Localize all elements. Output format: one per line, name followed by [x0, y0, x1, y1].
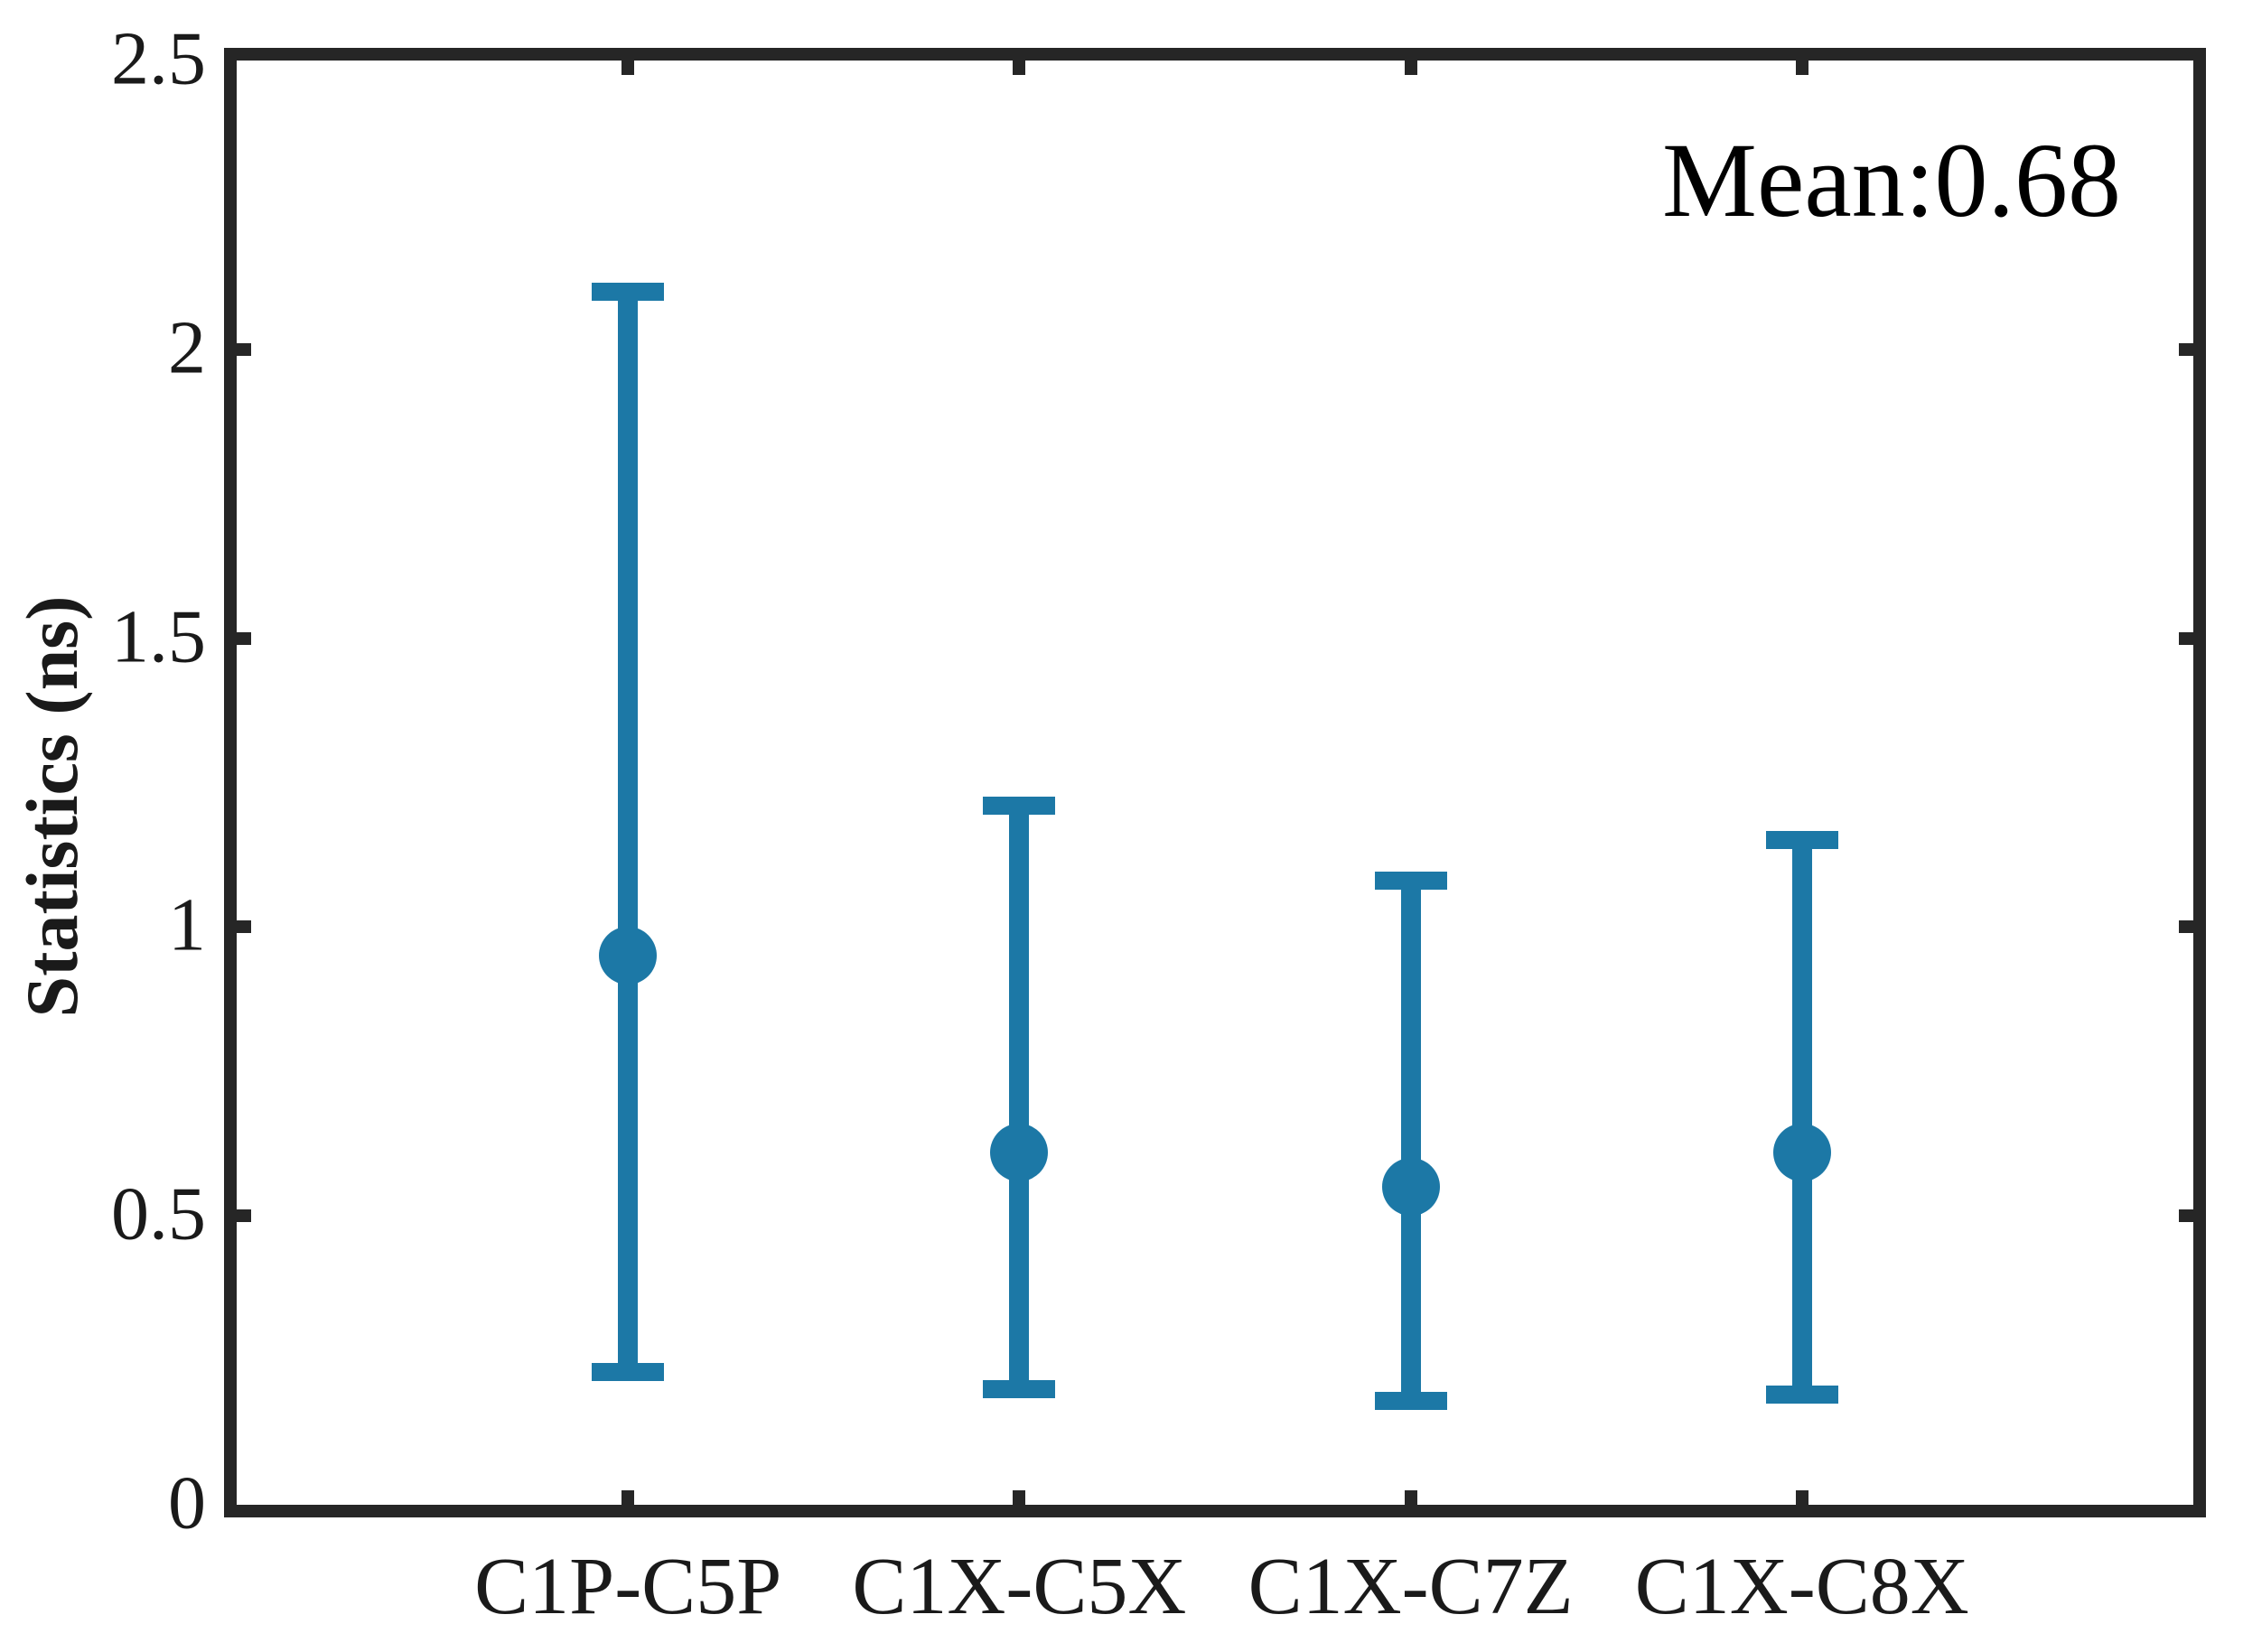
mean-annotation: Mean:0.68 [1662, 121, 2121, 239]
errorbar-cap-bottom [983, 1380, 1056, 1399]
x-tick-label: C1X-C5X [852, 1542, 1187, 1631]
errorbar-dot [1772, 1123, 1831, 1181]
y-tick-mirror [2179, 631, 2193, 645]
y-tick [237, 920, 251, 934]
errorbar-stem [618, 291, 639, 1372]
errorbar-stem [1009, 806, 1030, 1390]
x-tick-mirror [1795, 61, 1808, 75]
y-tick [237, 631, 251, 645]
y-tick [237, 342, 251, 356]
y-tick-label: 0 [168, 1461, 206, 1545]
errorbar-stem [1400, 881, 1421, 1401]
y-tick-mirror [2179, 342, 2193, 356]
errorbar-dot [1381, 1158, 1440, 1217]
y-tick-label: 1.5 [111, 593, 206, 678]
y-tick-label: 1 [168, 882, 206, 967]
x-tick-mirror [1404, 61, 1417, 75]
x-tick [1795, 1490, 1808, 1505]
y-tick-mirror [2179, 920, 2193, 934]
y-axis-label: Statistics (ns) [11, 595, 93, 1018]
x-tick-label: C1X-C8X [1634, 1542, 1969, 1631]
errorbar-cap-bottom [1765, 1386, 1838, 1405]
x-tick [1404, 1490, 1417, 1505]
y-tick-label: 2.5 [111, 16, 206, 101]
errorbar-cap-top [1374, 872, 1447, 891]
errorbar-stem [1791, 840, 1812, 1395]
errorbar-cap-top [983, 797, 1056, 816]
plot-area [224, 48, 2206, 1517]
errorbar-cap-bottom [1374, 1391, 1447, 1410]
x-tick-label: C1X-C7Z [1248, 1542, 1574, 1631]
errorbar-dot [599, 927, 658, 985]
x-tick-mirror [621, 61, 635, 75]
x-tick [1013, 1490, 1026, 1505]
y-tick [237, 1209, 251, 1223]
x-tick [621, 1490, 635, 1505]
errorbar-dot [990, 1123, 1049, 1181]
x-tick-mirror [1013, 61, 1026, 75]
errorbar-cap-top [1765, 831, 1838, 850]
y-tick-label: 2 [168, 305, 206, 390]
y-tick-mirror [2179, 1209, 2193, 1223]
x-tick-label: C1P-C5P [474, 1542, 782, 1631]
errorbar-cap-bottom [592, 1362, 665, 1381]
errorbar-cap-top [592, 282, 665, 301]
y-tick-label: 0.5 [111, 1171, 206, 1256]
